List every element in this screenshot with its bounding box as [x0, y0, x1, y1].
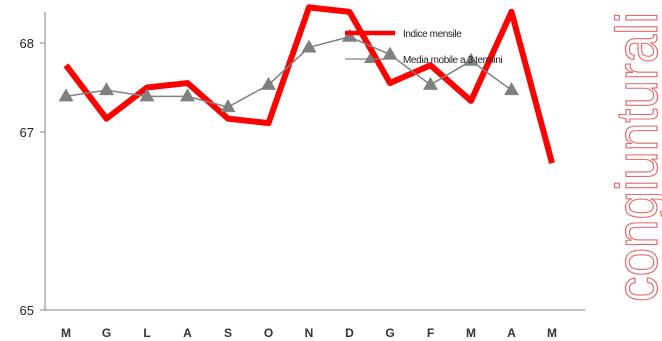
x-tick-label: A — [507, 326, 516, 340]
x-tick-label: M — [547, 326, 557, 340]
data-point-media-mobile — [58, 88, 74, 102]
x-tick-label: A — [183, 326, 192, 340]
legend: Indice mensile Media mobile a 3 termini — [345, 29, 503, 66]
y-tick-label: 65 — [20, 303, 34, 318]
x-tick-label: M — [466, 326, 476, 340]
x-tick-label: O — [264, 326, 273, 340]
legend-label-index: Indice mensile — [403, 29, 462, 40]
legend-marker-moving-avg — [364, 53, 376, 63]
y-tick-label: 67 — [20, 125, 34, 140]
series-line-media-mobile — [65, 35, 512, 108]
x-tick-label: S — [224, 326, 232, 340]
x-tick-label: G — [102, 326, 111, 340]
x-tick-label: G — [385, 326, 394, 340]
x-tick-label: D — [345, 326, 354, 340]
data-point-media-mobile — [139, 88, 155, 102]
data-point-media-mobile — [504, 82, 519, 96]
data-point-media-mobile — [261, 76, 276, 90]
x-tick-label: N — [305, 326, 314, 340]
data-point-media-mobile — [463, 52, 479, 66]
side-label: congiunturali — [605, 12, 662, 302]
x-tick-label: M — [61, 326, 71, 340]
data-point-media-mobile — [423, 76, 438, 90]
y-axis: 65676870 — [20, 12, 46, 318]
data-point-media-mobile — [220, 99, 236, 113]
y-tick-label: 68 — [20, 36, 34, 51]
data-point-media-mobile — [301, 39, 317, 53]
data-point-media-mobile — [342, 28, 357, 42]
legend-label-moving-avg: Media mobile a 3 termini — [403, 55, 503, 66]
data-point-media-mobile — [99, 82, 114, 96]
x-tick-label: L — [143, 326, 150, 340]
series-line-indice-mensile — [63, 4, 555, 164]
series-layer — [58, 4, 555, 164]
x-tick-label: F — [427, 326, 434, 340]
data-point-media-mobile — [180, 88, 195, 102]
data-point-media-mobile — [382, 46, 398, 60]
